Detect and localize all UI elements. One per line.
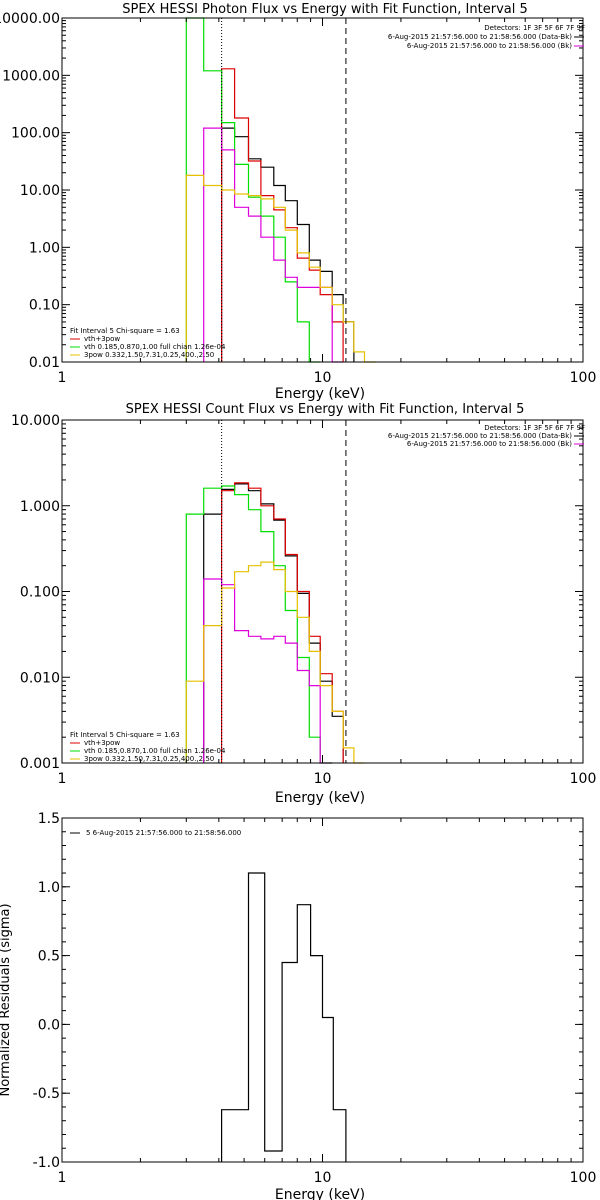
series-black-line: [203, 483, 344, 763]
series-green-line: [185, 485, 333, 764]
axes: 1 10 100 -1.0 -0.5 0.0 0.5 1.0 1.5: [33, 811, 597, 1186]
legend-3pow-params: 3pow 0.332,1.50,7.31,0.25,400.,2.50: [84, 351, 214, 359]
series-red-line: [221, 482, 344, 763]
y-tick-label: 0.010: [20, 670, 60, 686]
series-red-line: [221, 68, 344, 362]
legend-detectors: Detectors: 1F 3F 5F 6F 7F 9F: [484, 424, 585, 432]
plot-marks: [185, 420, 365, 764]
count-flux-panel: SPEX HESSI Count Flux vs Energy with Fit…: [11, 402, 596, 806]
legend-vth-3pow: vth+3pow: [84, 739, 120, 747]
plot-marks: [185, 17, 376, 363]
legend-vth-params: vth 0.185,0.870,1.00 full chian 1.26e-04: [84, 747, 226, 755]
axes: 1 10 100 0.001 0.010 0.100 1.000 10.000: [11, 413, 596, 787]
x-tick-label: 10: [314, 370, 332, 386]
legend-top: Detectors: 1F 3F 5F 6F 7F 9F 6-Aug-2015 …: [388, 24, 585, 50]
x-tick-label: 10: [314, 771, 332, 787]
legend-bottom: Fit Interval 5 Chi-square = 1.63 vth+3po…: [70, 327, 226, 359]
series-magenta-line: [203, 127, 344, 363]
series-magenta-line: [203, 578, 333, 764]
y-tick-label: 1000.00: [2, 68, 60, 84]
legend-bk: 6-Aug-2015 21:57:56.000 to 21:58:56.000 …: [407, 42, 572, 50]
series-gold-line: [185, 561, 365, 764]
axes: 1 10 100 0.01 0.10 1.00 10.00 100.00 1000.00 1000…: [0, 11, 596, 386]
x-axis-label: Energy (keV): [275, 790, 365, 806]
legend-data-bk: 6-Aug-2015 21:57:56.000 to 21:58:56.000 …: [388, 33, 572, 41]
legend-3pow-params: 3pow 0.332,1.50,7.31,0.25,400.,2.50: [84, 755, 214, 763]
legend-bottom: Fit Interval 5 Chi-square = 1.63 vth+3po…: [70, 731, 226, 763]
series-black-line: [221, 872, 347, 1162]
x-axis-label: Energy (keV): [275, 386, 365, 402]
y-tick-label: 1.5: [38, 811, 60, 827]
series-green-line: [185, 17, 321, 363]
legend-entry: 5 6-Aug-2015 21:57:56.000 to 21:58:56.00…: [86, 829, 241, 837]
photon-flux-panel: SPEX HESSI Photon Flux vs Energy with Fi…: [0, 2, 596, 402]
x-tick-label: 10: [314, 1170, 332, 1186]
y-tick-label: 0.0: [38, 1017, 60, 1033]
legend-top: 5 6-Aug-2015 21:57:56.000 to 21:58:56.00…: [70, 829, 241, 837]
x-tick-label: 1: [58, 771, 67, 787]
legend-top: Detectors: 1F 3F 5F 6F 7F 9F 6-Aug-2015 …: [388, 424, 585, 448]
legend-data-bk: 6-Aug-2015 21:57:56.000 to 21:58:56.000 …: [388, 432, 572, 440]
y-tick-label: -1.0: [33, 1155, 60, 1171]
x-tick-label: 1: [58, 370, 67, 386]
legend-vth-3pow: vth+3pow: [84, 335, 120, 343]
y-tick-label: 100.00: [11, 126, 60, 142]
y-tick-label: 0.001: [20, 756, 60, 772]
x-axis-label: Energy (keV): [275, 1187, 365, 1200]
panel-title: SPEX HESSI Count Flux vs Energy with Fit…: [126, 402, 525, 417]
y-tick-label: 0.10: [29, 298, 60, 314]
y-tick-label: 0.01: [29, 355, 60, 371]
y-tick-label: 10000.00: [0, 11, 60, 27]
legend-detectors: Detectors: 1F 3F 5F 6F 7F 9F: [484, 24, 585, 32]
y-tick-label: 1.000: [20, 499, 60, 515]
x-tick-label: 100: [570, 370, 597, 386]
y-tick-label: 0.5: [38, 949, 60, 965]
y-tick-label: 10.000: [11, 413, 60, 429]
plot-marks: [221, 872, 347, 1162]
panel-title: SPEX HESSI Photon Flux vs Energy with Fi…: [122, 2, 528, 17]
legend-fit-interval: Fit Interval 5 Chi-square = 1.63: [70, 731, 180, 739]
legend-vth-params: vth 0.185,0.870,1.00 full chian 1.26e-04: [84, 343, 226, 351]
plot-frame: [61, 419, 584, 764]
x-tick-label: 100: [570, 771, 597, 787]
legend-fit-interval: Fit Interval 5 Chi-square = 1.63: [70, 327, 180, 335]
x-tick-label: 1: [58, 1170, 67, 1186]
y-tick-label: 0.100: [20, 585, 60, 601]
series-black-line: [221, 127, 355, 362]
residuals-panel: Normalized Residuals (sigma) Energy (keV…: [0, 811, 596, 1200]
y-tick-label: -0.5: [33, 1086, 60, 1102]
y-tick-label: 1.00: [29, 240, 60, 256]
y-tick-label: 1.0: [38, 880, 60, 896]
series-gold-line: [185, 174, 376, 363]
y-tick-label: 10.00: [20, 183, 60, 199]
x-tick-label: 100: [570, 1170, 597, 1186]
y-axis-label: Normalized Residuals (sigma): [0, 903, 13, 1096]
plot-frame: [61, 17, 584, 363]
legend-bk: 6-Aug-2015 21:57:56.000 to 21:58:56.000 …: [407, 440, 572, 448]
